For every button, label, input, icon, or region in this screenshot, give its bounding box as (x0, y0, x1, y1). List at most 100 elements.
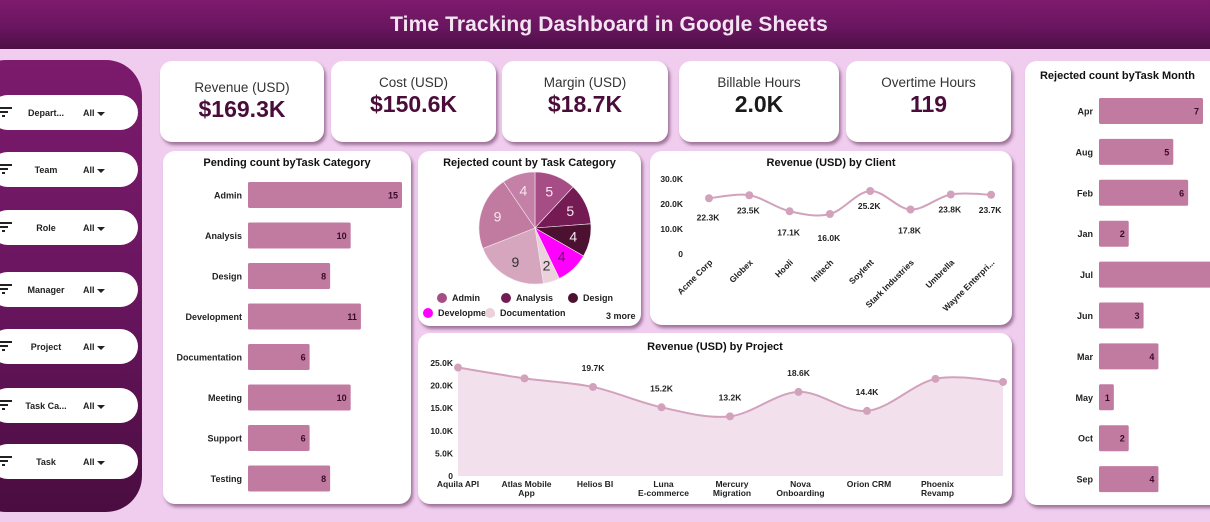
x-tick-line: Helios BI (577, 479, 613, 489)
x-tick-line: App (518, 488, 535, 498)
x-tick-line: Atlas Mobile (501, 479, 551, 489)
legend-swatch (568, 293, 578, 303)
data-point (705, 194, 713, 203)
value-label: 6 (301, 434, 306, 444)
category-label: Analysis (205, 231, 242, 241)
filter-dropdown[interactable]: Task Ca... All (0, 388, 138, 423)
category-label: Design (212, 272, 242, 282)
chevron-down-icon (97, 461, 105, 465)
data-label: 23.8K (938, 205, 962, 215)
slice-label: 9 (512, 254, 520, 270)
category-label: Jul (1080, 270, 1093, 280)
data-label: 16.0K (818, 233, 842, 243)
y-tick-label: 30.0K (660, 174, 684, 184)
value-label: 4 (1149, 475, 1154, 485)
category-label: Admin (214, 191, 242, 201)
filter-dropdown[interactable]: Manager All (0, 272, 138, 307)
chevron-down-icon (97, 227, 105, 231)
kpi-revenue: Revenue (USD) $169.3K (160, 61, 324, 142)
value-label: 8 (321, 272, 326, 282)
bar (1099, 384, 1114, 411)
data-point (726, 412, 734, 421)
filter-dropdown[interactable]: Project All (0, 329, 138, 364)
filter-dropdown[interactable]: Role All (0, 210, 138, 245)
data-point (589, 382, 597, 391)
bar (1099, 98, 1203, 124)
slice-label: 4 (520, 183, 528, 199)
slice-label: 5 (545, 184, 553, 200)
bar (248, 303, 361, 330)
client-chart-card: Revenue (USD) by Client 0 10.0K 20.0K 30.0K… (650, 151, 1012, 325)
filter-value: All (83, 107, 95, 118)
y-tick-label: 25.0K (430, 358, 454, 368)
category-label: Oct (1078, 434, 1093, 444)
x-tick-label: Hooli (773, 257, 795, 279)
x-tick-label: Phoenix Revamp (921, 479, 954, 498)
kpi-value: 2.0K (734, 91, 784, 117)
legend-swatch (485, 308, 495, 318)
x-tick-line: Mercury (715, 479, 748, 489)
data-point (946, 190, 955, 199)
kpi-value: 119 (909, 91, 948, 117)
filter-icon (0, 164, 12, 176)
filter-value: All (83, 284, 95, 295)
filter-dropdown[interactable]: Depart... All (0, 95, 138, 130)
bar (1099, 220, 1129, 247)
pie-slice (478, 181, 536, 249)
pie-slice (482, 227, 544, 285)
legend-swatch (501, 293, 511, 303)
filter-icon (0, 456, 12, 468)
data-point (906, 205, 915, 214)
data-point (999, 377, 1007, 386)
value-label: 4 (1149, 352, 1154, 362)
chevron-down-icon (97, 289, 105, 293)
legend-label: Admin (452, 293, 480, 303)
x-tick-label: Globex (727, 257, 755, 285)
x-tick-line: Migration (713, 488, 751, 498)
kpi-label: Cost (USD) (378, 75, 448, 90)
x-tick-label: Acme Corp (675, 257, 714, 296)
value-label: 1 (1105, 393, 1110, 403)
data-label: 19.7K (582, 363, 606, 373)
filter-icon (0, 341, 12, 353)
x-tick-line: Nova (790, 479, 811, 489)
category-label: Apr (1078, 107, 1094, 117)
chart-title: Pending count byTask Category (203, 157, 371, 169)
chevron-down-icon (97, 346, 105, 350)
area-fill (458, 367, 1003, 476)
x-tick-line: Phoenix (921, 479, 954, 489)
project-chart-card: Revenue (USD) by Project 0 5.0K 10.0K 15.0K… (418, 333, 1012, 504)
category-label: Testing (211, 474, 242, 484)
pie-slice (503, 171, 536, 229)
x-tick-label: Luna E-commerce (638, 479, 689, 498)
filter-dropdown[interactable]: Task All (0, 444, 138, 479)
filter-value: All (83, 456, 95, 467)
bar (1099, 425, 1129, 452)
x-tick-label: Umbrella (923, 257, 956, 290)
data-point (454, 363, 462, 372)
filter-dropdown[interactable]: Team All (0, 152, 138, 187)
bar (248, 344, 310, 370)
x-tick-line: Revamp (921, 488, 954, 498)
x-tick-label: Soylent (847, 257, 876, 286)
data-point (657, 403, 666, 412)
chart-title: Revenue (USD) by Project (647, 341, 783, 353)
value-label: 7 (1194, 107, 1199, 117)
kpi-margin: Margin (USD) $18.7K (502, 61, 668, 142)
filter-label: Team (34, 164, 58, 175)
category-label: Sep (1076, 475, 1093, 485)
x-tick-line: E-commerce (638, 488, 689, 498)
month-chart-card: Rejected count byTask Month Apr 7 Aug 5 Feb 6… (1025, 61, 1210, 505)
category-label: Aug (1076, 147, 1094, 157)
value-label: 10 (337, 393, 347, 403)
month-bar-chart: Apr 7 Aug 5 Feb 6 Jan 2 Jul Jun 3 Mar 4 May 1 Oct 2 Sep 4 (1075, 98, 1210, 493)
kpi-cost: Cost (USD) $150.6K (331, 61, 496, 142)
bar (248, 222, 351, 249)
dashboard-header: Time Tracking Dashboard in Google Sheets (0, 0, 1210, 49)
chevron-down-icon (97, 112, 105, 116)
legend-swatch (437, 293, 447, 303)
y-tick-label: 15.0K (430, 403, 454, 413)
filter-label: Manager (27, 284, 65, 295)
chart-title: Rejected count by Task Category (443, 157, 616, 169)
slice-label: 4 (569, 229, 577, 245)
